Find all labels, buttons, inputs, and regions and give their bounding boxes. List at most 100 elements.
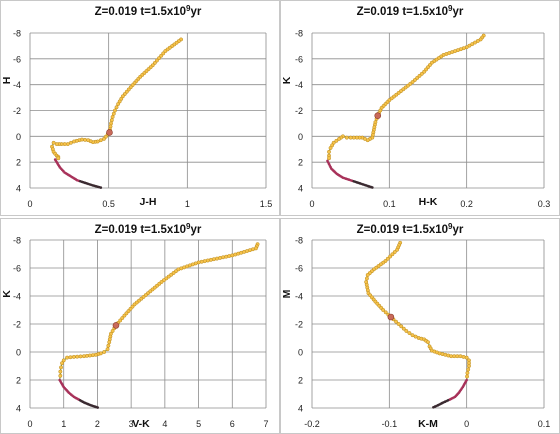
isochrone-point [215,256,219,261]
isochrone-point [227,254,232,258]
isochrone-point [465,371,470,375]
isochrone-point [58,369,63,374]
x-axis-label: J-H [140,196,157,208]
isochrone-point [157,56,161,61]
y-axis-label: K [1,290,13,298]
isochrone-point [337,136,342,141]
y-tick-label: 4 [16,404,21,414]
panel-frame [280,0,560,216]
isochrone-point [458,354,463,359]
isochrone-point [101,136,106,141]
highlight-point [112,322,120,329]
y-tick-label: 2 [16,158,21,168]
y-tick-label: 2 [298,158,303,168]
isochrone-point [59,365,63,370]
x-axis-label: K-M [418,418,438,430]
highlight-point [106,129,113,136]
isochrone-point [327,149,331,154]
isochrone-point [62,142,67,147]
isochrone-point [390,252,395,257]
x-tick-label: 0 [309,199,314,209]
isochrone-point [106,343,111,348]
isochrone-point [114,105,119,110]
y-tick-label: -8 [13,29,21,39]
isochrone-point [199,259,204,264]
isochrone-point [72,139,77,144]
y-tick-label: -2 [13,320,21,330]
panel-frame [0,218,280,434]
y-tick-label: -4 [13,80,21,90]
isochrone-point [381,308,386,312]
x-tick-label: 0.3 [538,199,551,209]
isochrone-point [161,51,166,56]
isochrone-point [152,60,157,65]
x-tick-label: 1.5 [260,199,273,209]
y-tick-label: 2 [16,376,21,386]
isochrone-point [221,255,226,260]
isochrone-point [224,254,229,259]
isochrone-point [111,111,116,116]
isochrone-point [86,138,91,143]
x-tick-label: 6 [230,419,235,429]
isochrone-point [218,255,222,260]
isochrone-point [81,354,86,359]
isochrone-point [230,253,235,258]
isochrone-point [65,355,70,360]
y-tick-label: -4 [13,292,21,302]
panel-frame [0,0,280,216]
isochrone-point [465,374,470,379]
isochrone-point [392,250,397,254]
isochrone-point [401,326,406,331]
x-tick-label: 0 [464,419,469,429]
isochrone-point [71,354,76,359]
y-axis-label: H [1,77,13,85]
panel-km-m: -8 -6 -4 -2 0 2 4-0.2 -0.1 0 0.1 Z=0.019 t=1.5x109… [280,218,560,434]
x-tick-label: -0.1 [382,419,398,429]
y-tick-label: -4 [295,80,303,90]
isochrone-point [54,142,59,147]
isochrone-point [334,138,339,143]
y-tick-label: 0 [16,348,21,358]
isochrone-point [413,334,418,339]
isochrone-point [105,347,110,352]
isochrone-point [107,340,112,345]
isochrone-point [328,146,333,150]
isochrone-point [466,367,471,372]
isochrone-point [327,156,331,161]
highlight-point [387,313,395,321]
y-tick-label: 4 [16,184,21,194]
isochrone-point [122,313,127,318]
y-tick-label: 0 [298,132,303,142]
isochrone-point [464,355,469,360]
isochrone-point [78,354,83,359]
y-tick-label: -6 [295,264,303,274]
y-tick-label: -8 [295,236,303,246]
lower-ms-point [99,186,103,189]
x-tick-label: 1 [61,419,66,429]
chart-title: Z=0.019 t=1.5x109yr [357,222,464,236]
x-tick-label: 0.5 [102,199,115,209]
y-tick-label: -8 [13,236,21,246]
chart-title: Z=0.019 t=1.5x109yr [95,4,202,18]
x-tick-label: 0 [27,419,32,429]
isochrone-point [61,358,66,363]
isochrone-point [118,318,123,323]
isochrone-point [154,58,159,63]
isochrone-point [461,354,466,359]
x-axis-label: V-K [132,418,150,430]
lower-ms-point [432,406,435,409]
isochrone-point [365,273,370,277]
isochrone-point [410,333,415,338]
lower-ms-point [371,186,374,189]
x-tick-label: 7 [263,419,268,429]
isochrone-point [58,373,63,378]
isochrone-point [364,276,369,281]
y-tick-label: 2 [298,376,303,386]
isochrone-point [394,319,398,324]
y-tick-label: -2 [295,106,303,116]
isochrone-point [102,350,107,354]
isochrone-point [385,256,390,261]
x-tick-label: 0.2 [460,199,473,209]
